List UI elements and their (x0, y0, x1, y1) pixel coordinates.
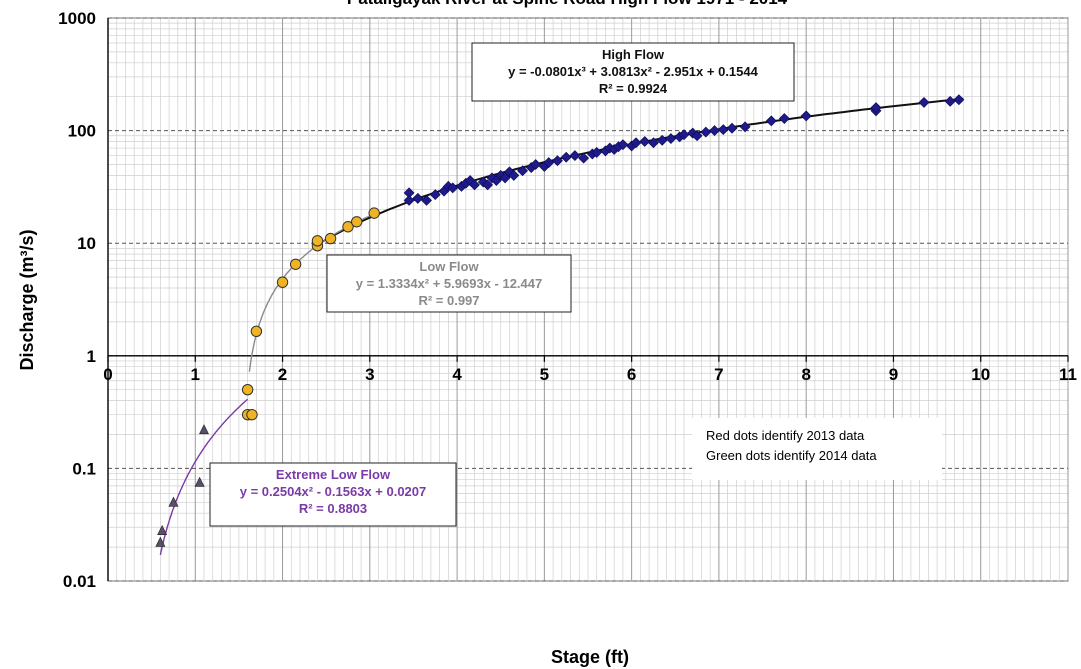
data-point (578, 152, 590, 164)
trendline-equation: y = 1.3334x² + 5.9693x - 12.447 (356, 276, 543, 291)
trendline-label-box: High Flow y = -0.0801x³ + 3.0813x² - 2.95… (471, 42, 795, 102)
data-point (800, 110, 812, 122)
trendline-name: High Flow (602, 47, 665, 62)
data-point (368, 207, 380, 219)
x-tick-label: 2 (278, 365, 287, 384)
data-point (591, 146, 603, 158)
y-axis-title: Discharge (m³/s) (17, 229, 37, 370)
data-point (569, 150, 581, 162)
data-point (517, 165, 528, 177)
x-tick-label: 7 (714, 365, 723, 384)
note-2014: Green dots identify 2014 data (706, 448, 877, 463)
data-point (250, 325, 263, 338)
trendline-r-squared: R² = 0.9924 (599, 81, 668, 96)
data-point (324, 232, 337, 245)
x-tick-label: 9 (889, 365, 898, 384)
data-point (342, 221, 354, 233)
y-tick-label: 100 (68, 122, 96, 141)
y-tick-label: 0.01 (63, 572, 96, 591)
data-point (552, 155, 563, 167)
data-point (194, 476, 205, 487)
x-tick-label: 4 (452, 365, 462, 384)
x-tick-label: 8 (801, 365, 810, 384)
x-tick-label: 11 (1059, 365, 1077, 384)
data-point (241, 383, 254, 396)
data-point (289, 258, 302, 270)
trendline-name: Low Flow (419, 259, 479, 274)
data-point (157, 524, 168, 535)
data-point (276, 276, 289, 288)
data-points (155, 94, 965, 547)
y-tick-label: 10 (77, 234, 96, 253)
data-point (678, 129, 690, 141)
data-point (403, 194, 415, 206)
data-point (199, 424, 209, 435)
data-point (944, 95, 956, 107)
data-point (639, 136, 651, 147)
data-point (351, 216, 363, 228)
trendline-r-squared: R² = 0.8803 (299, 501, 367, 516)
trendline-name: Extreme Low Flow (276, 467, 391, 482)
data-point (412, 192, 424, 204)
data-point (421, 194, 432, 206)
data-point (482, 179, 494, 191)
data-point (778, 113, 790, 124)
data-point (918, 96, 930, 108)
data-point (447, 182, 459, 194)
x-tick-label: 0 (103, 365, 112, 384)
trendline-equation: y = -0.0801x³ + 3.0813x² - 2.951x + 0.15… (508, 64, 758, 79)
trendline-label-box: Low Flow y = 1.3334x² + 5.9693x - 12.447 R… (326, 254, 572, 313)
x-tick-label: 6 (627, 365, 636, 384)
y-tick-label: 1000 (58, 9, 96, 28)
data-point (469, 179, 480, 191)
data-point (543, 157, 555, 169)
data-point (155, 536, 166, 547)
data-point (530, 159, 542, 170)
data-point (508, 169, 520, 181)
data-point (717, 124, 729, 136)
data-point (648, 137, 659, 149)
y-tick-label: 0.1 (72, 459, 96, 478)
annotation-note: Red dots identify 2013 data Green dots i… (692, 418, 942, 480)
data-point (953, 94, 965, 106)
trendline-equation: y = 0.2504x² - 0.1563x + 0.0207 (240, 484, 427, 499)
note-2013: Red dots identify 2013 data (706, 428, 865, 443)
chart-title: Pataligayak River at Spine Road High Flo… (347, 0, 788, 8)
y-tick-label: 1 (87, 347, 96, 366)
data-point (168, 496, 179, 507)
data-point (311, 235, 324, 247)
trendline-label-box: Extreme Low Flow y = 0.2504x² - 0.1563x +… (209, 462, 457, 527)
data-point (870, 102, 882, 114)
x-tick-label: 10 (971, 365, 990, 384)
trendline-labels: High Flow y = -0.0801x³ + 3.0813x² - 2.95… (209, 42, 795, 527)
data-point (739, 121, 751, 133)
data-point (765, 115, 777, 127)
data-point (617, 139, 629, 151)
label-box-border (471, 42, 795, 102)
x-tick-label: 3 (365, 365, 374, 384)
data-point (429, 189, 441, 201)
data-point (246, 408, 258, 421)
label-box-border (209, 462, 457, 527)
x-tick-label: 5 (540, 365, 549, 384)
label-box-border (326, 254, 572, 313)
x-tick-label: 1 (191, 365, 200, 384)
data-point (726, 122, 738, 134)
trendline-r-squared: R² = 0.997 (418, 293, 479, 308)
data-point (691, 130, 703, 142)
data-point (709, 125, 720, 137)
data-point (656, 134, 668, 146)
data-point (700, 126, 712, 138)
x-axis-title: Stage (ft) (551, 647, 629, 667)
data-point (630, 137, 642, 149)
